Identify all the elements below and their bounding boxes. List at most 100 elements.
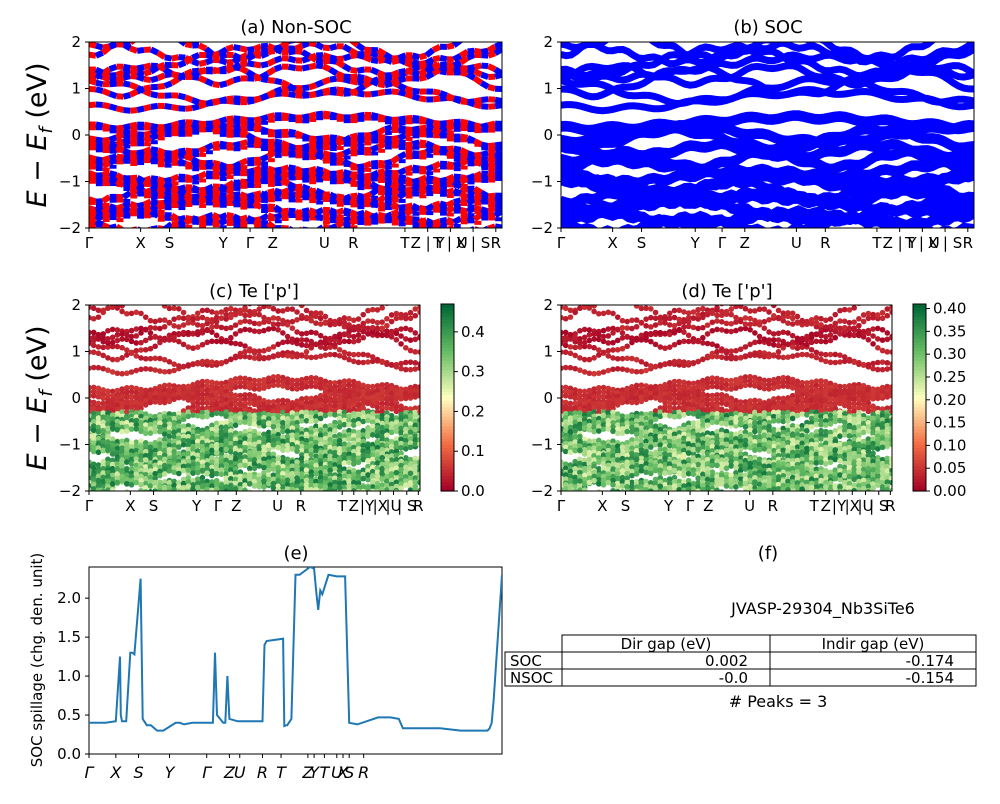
band-segment: [172, 153, 179, 154]
projection-point: [356, 338, 362, 344]
band-segment: [261, 46, 268, 47]
projection-point: [356, 324, 362, 330]
band-segment: [433, 58, 440, 60]
band-segment: [419, 128, 426, 129]
panel-c-ylabel: E − Ef (eV): [22, 326, 57, 471]
projection-point: [304, 331, 310, 337]
band-segment: [240, 48, 247, 50]
projection-point: [152, 343, 158, 349]
band-segment: [399, 78, 406, 80]
panel-a-ylabel: E − Ef (eV): [22, 63, 57, 208]
band-segment: [406, 144, 413, 145]
projection-point: [360, 312, 366, 318]
projection-point: [148, 366, 154, 372]
band-segment: [268, 115, 275, 117]
projection-point: [115, 327, 121, 333]
projection-point: [181, 364, 187, 370]
projection-point: [342, 315, 348, 321]
band-segment: [185, 44, 192, 45]
band-segment: [192, 164, 199, 165]
band-segment: [371, 53, 378, 55]
band-segment: [103, 158, 110, 160]
band-segment: [413, 142, 420, 144]
band-segment: [357, 213, 364, 215]
band-segment: [268, 61, 275, 64]
band-segment: [474, 104, 481, 106]
projection-point: [408, 327, 414, 333]
band-segment: [192, 106, 199, 108]
band-segment: [151, 49, 158, 52]
projection-point: [242, 318, 248, 324]
band-segment: [461, 70, 468, 71]
band-segment: [185, 200, 192, 202]
band-segment: [474, 100, 481, 101]
projection-point: [162, 324, 168, 330]
band-segment: [406, 71, 413, 72]
projection-point: [256, 312, 262, 318]
band-segment: [488, 53, 495, 55]
band-segment: [123, 204, 130, 206]
band-segment: [309, 191, 316, 193]
band-segment: [144, 138, 151, 140]
projection-point: [351, 359, 357, 365]
band-segment: [151, 184, 158, 185]
band-segment: [447, 164, 454, 165]
projection-point: [360, 329, 366, 335]
projection-point: [138, 367, 144, 373]
band-segment: [433, 99, 440, 100]
projection-point: [233, 331, 239, 337]
band-segment: [172, 191, 179, 193]
band-segment: [364, 78, 371, 81]
projection-point: [171, 316, 177, 322]
band-segment: [371, 215, 378, 219]
band-segment: [316, 82, 323, 85]
band-segment: [275, 215, 282, 217]
panel-e-ylabel: SOC spillage (chg. den. unit): [28, 553, 46, 768]
band-segment: [254, 77, 261, 78]
x-tick-label: Γ: [246, 234, 255, 252]
band-segment: [234, 182, 241, 183]
band-segment: [426, 59, 433, 63]
band-segment: [337, 74, 344, 77]
band-segment: [330, 79, 337, 80]
projection-point: [209, 359, 215, 365]
band-segment: [309, 94, 316, 95]
band-segment: [413, 191, 420, 193]
projection-point: [389, 406, 395, 412]
band-segment: [426, 167, 433, 170]
y-tick-label: 1: [71, 80, 81, 98]
projection-point: [285, 353, 291, 359]
band-segment: [247, 55, 254, 59]
projection-point: [176, 306, 182, 312]
band-segment: [309, 56, 316, 60]
band-segment: [468, 51, 475, 52]
projection-point: [129, 295, 135, 301]
projection-point: [365, 359, 371, 365]
projection-point: [275, 382, 281, 388]
band-segment: [357, 45, 364, 50]
band-segment: [234, 78, 241, 80]
projection-point: [375, 460, 381, 466]
band-segment: [261, 156, 268, 159]
band-segment: [275, 142, 282, 143]
band-segment: [296, 212, 303, 215]
band-segment: [378, 73, 385, 76]
projection-point: [167, 320, 173, 326]
band-segment: [123, 141, 130, 143]
band-segment: [419, 142, 426, 143]
x-tick-label: X: [135, 234, 145, 252]
x-tick-label: T: [871, 234, 882, 252]
projection-point: [105, 448, 111, 454]
band-segment: [282, 82, 289, 85]
band-segment: [495, 49, 502, 53]
panel-c-title: (c) Te ['p']: [209, 281, 299, 302]
band-segment: [406, 168, 413, 170]
x-tick-label: Y: [218, 234, 229, 252]
projection-point: [190, 317, 196, 323]
x-tick-label: Z: [268, 234, 278, 252]
band-segment: [385, 60, 392, 62]
band-segment: [406, 89, 413, 91]
band-segment: [337, 199, 344, 201]
projection-point: [148, 346, 154, 352]
band-segment: [178, 63, 185, 66]
